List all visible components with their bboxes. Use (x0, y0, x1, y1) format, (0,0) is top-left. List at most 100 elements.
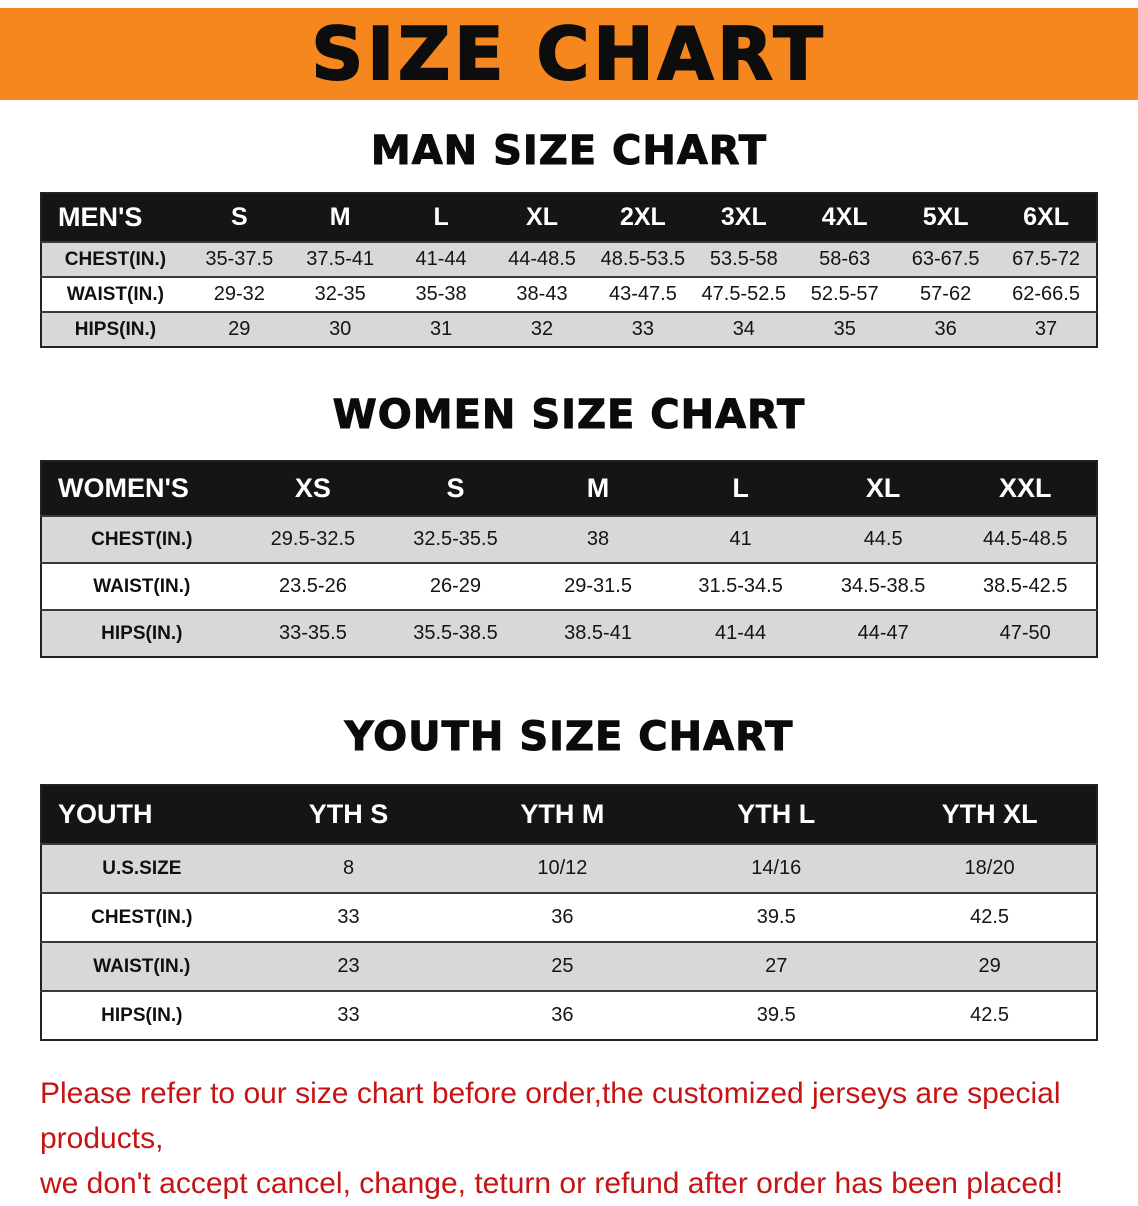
size-value-cell: 48.5-53.5 (600, 248, 686, 270)
size-value-cell: 34 (732, 318, 755, 340)
disclaimer: Please refer to our size chart before or… (40, 1071, 1100, 1206)
size-column-header: YTH XL (883, 785, 1097, 844)
size-value-cell: 52.5-57 (810, 283, 879, 305)
youth-section-heading: YOUTH SIZE CHART (344, 714, 794, 761)
size-value-cell: 35-37.5 (205, 248, 274, 270)
table-corner-label: WOMEN'S (41, 461, 242, 516)
size-value-cell: 31.5-34.5 (698, 575, 783, 597)
size-column-header: YTH L (669, 785, 884, 844)
size-value-cell: 35 (833, 318, 856, 340)
section-women: WOMEN SIZE CHART WOMEN'S XS S M L XL XXL CHEST(… (0, 392, 1138, 658)
size-value-cell: 25 (551, 955, 574, 977)
table-header-row: YOUTH YTH S YTH M YTH L YTH XL (41, 785, 1097, 844)
size-value-cell: 10/12 (537, 857, 588, 879)
size-value-cell: 29.5-32.5 (270, 528, 356, 550)
women-section-heading: WOMEN SIZE CHART (332, 392, 806, 439)
table-row: CHEST(IN.) 29.5-32.5 32.5-35.5 38 41 44.5 44.5… (41, 516, 1097, 563)
size-column-header: 2XL (592, 193, 694, 242)
size-value-cell: 31 (429, 318, 453, 340)
size-value-cell: 42.5 (970, 906, 1010, 928)
size-value-cell: 29-31.5 (564, 575, 632, 597)
size-column-header: 4XL (794, 193, 896, 242)
size-value-cell: 53.5-58 (709, 248, 778, 270)
size-value-cell: 47-50 (999, 622, 1051, 644)
size-value-cell: 29 (228, 318, 251, 340)
size-value-cell: 14/16 (751, 857, 802, 879)
size-value-cell: 33 (631, 318, 655, 340)
row-label: WAIST(IN.) (93, 575, 191, 597)
section-youth: YOUTH SIZE CHART YOUTH YTH S YTH M YTH L YTH… (0, 714, 1138, 1041)
table-corner-label: YOUTH (41, 785, 242, 844)
size-value-cell: 63-67.5 (911, 248, 980, 270)
size-value-cell: 32-35 (314, 283, 366, 305)
size-value-cell: 67.5-72 (1012, 248, 1080, 270)
size-value-cell: 29 (978, 955, 1001, 977)
size-value-cell: 36 (551, 906, 574, 928)
size-column-header: YTH S (241, 785, 456, 844)
size-value-cell: 44.5-48.5 (982, 528, 1068, 550)
women-size-table: WOMEN'S XS S M L XL XXL CHEST(IN.) 29.5-32.5 32.5… (40, 460, 1098, 658)
size-column-header: S (384, 461, 527, 516)
size-value-cell: 37 (1034, 318, 1058, 340)
size-column-header: YTH M (455, 785, 670, 844)
size-value-cell: 38-43 (516, 283, 568, 305)
table-row: U.S.SIZE 8 10/12 14/16 18/20 (41, 844, 1097, 893)
row-label: HIPS(IN.) (74, 318, 157, 340)
size-column-header: XL (811, 461, 955, 516)
table-corner-label: MEN'S (41, 193, 189, 242)
size-value-cell: 43-47.5 (608, 283, 677, 305)
men-size-table: MEN'S S M L XL 2XL 3XL 4XL 5XL 6XL CHEST(IN.) 35-37… (40, 192, 1098, 348)
size-value-cell: 36 (551, 1004, 574, 1026)
size-value-cell: 8 (342, 857, 355, 879)
row-label: CHEST(IN.) (91, 528, 193, 550)
size-value-cell: 38 (586, 528, 610, 550)
men-section-heading: MAN SIZE CHART (370, 128, 768, 175)
row-label: CHEST(IN.) (64, 248, 167, 270)
size-value-cell: 18/20 (964, 857, 1015, 879)
size-value-cell: 41-44 (415, 248, 467, 270)
table-row: HIPS(IN.) 29 30 31 32 33 34 35 36 37 (41, 312, 1097, 347)
size-value-cell: 32.5-35.5 (413, 528, 498, 550)
size-value-cell: 33-35.5 (278, 622, 347, 644)
size-value-cell: 27 (765, 955, 788, 977)
size-value-cell: 62-66.5 (1012, 283, 1080, 305)
table-row: HIPS(IN.) 33 36 39.5 42.5 (41, 991, 1097, 1040)
title-banner: SIZE CHART (0, 8, 1138, 100)
table-header-row: WOMEN'S XS S M L XL XXL (41, 461, 1097, 516)
size-value-cell: 41-44 (715, 622, 767, 644)
size-value-cell: 38.5-42.5 (982, 575, 1068, 597)
size-column-header: XL (491, 193, 593, 242)
size-column-header: 6XL (996, 193, 1097, 242)
size-value-cell: 44.5 (863, 528, 903, 550)
size-column-header: S (188, 193, 290, 242)
size-value-cell: 33 (337, 1004, 360, 1026)
size-value-cell: 29-32 (213, 283, 265, 305)
size-value-cell: 30 (329, 318, 352, 340)
disclaimer-line-2: we don't accept cancel, change, teturn o… (40, 1167, 1064, 1200)
size-value-cell: 34.5-38.5 (840, 575, 926, 597)
size-value-cell: 44-48.5 (508, 248, 576, 270)
table-row: HIPS(IN.) 33-35.5 35.5-38.5 38.5-41 41-44 44-… (41, 610, 1097, 657)
size-value-cell: 32 (530, 318, 554, 340)
row-label: WAIST(IN.) (93, 955, 191, 977)
size-column-header: 5XL (895, 193, 997, 242)
table-row: CHEST(IN.) 35-37.5 37.5-41 41-44 44-48.5 48.5… (41, 242, 1097, 277)
page-title: SIZE CHART (310, 12, 827, 96)
section-men: MAN SIZE CHART MEN'S S M L XL 2XL 3XL 4XL 5XL 6XL… (0, 128, 1138, 348)
row-label: CHEST(IN.) (91, 906, 193, 928)
disclaimer-line-1: Please refer to our size chart before or… (40, 1077, 1061, 1155)
table-row: WAIST(IN.) 29-32 32-35 35-38 38-43 43-47.5 47.… (41, 277, 1097, 312)
size-value-cell: 47.5-52.5 (701, 283, 787, 305)
size-value-cell: 39.5 (756, 906, 796, 928)
size-value-cell: 35-38 (415, 283, 467, 305)
size-column-header: L (669, 461, 812, 516)
table-header-row: MEN'S S M L XL 2XL 3XL 4XL 5XL 6XL (41, 193, 1097, 242)
table-row: WAIST(IN.) 23 25 27 29 (41, 942, 1097, 991)
row-label: HIPS(IN.) (101, 622, 183, 644)
youth-size-table: YOUTH YTH S YTH M YTH L YTH XL U.S.SIZE 8 10/12… (40, 784, 1098, 1041)
size-chart-page: SIZE CHART MAN SIZE CHART MEN'S S M L XL 2XL 3… (0, 8, 1138, 1206)
size-value-cell: 37.5-41 (306, 248, 375, 270)
size-value-cell: 23.5-26 (278, 575, 347, 597)
size-value-cell: 44-47 (857, 622, 909, 644)
size-value-cell: 58-63 (819, 248, 871, 270)
